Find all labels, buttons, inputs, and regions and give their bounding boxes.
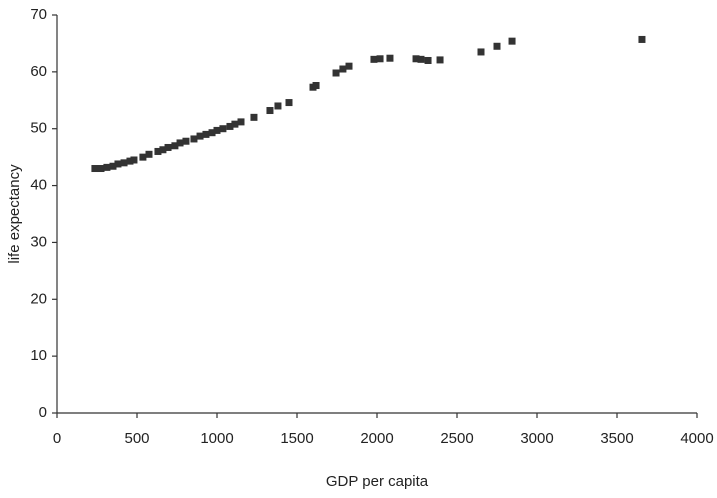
point — [202, 130, 210, 138]
point — [171, 142, 179, 150]
y-tick-label: 20 — [30, 290, 47, 307]
point — [231, 120, 239, 128]
point — [130, 156, 138, 164]
x-axis-label: GDP per capita — [326, 473, 429, 490]
x-tick-label: 1000 — [200, 430, 233, 447]
point — [219, 125, 227, 133]
point — [274, 102, 282, 110]
point — [285, 99, 293, 107]
point — [332, 69, 340, 77]
point — [508, 37, 516, 45]
point — [312, 82, 320, 90]
x-tick-label: 4000 — [680, 430, 713, 447]
point — [139, 153, 147, 161]
x-tick-label: 3500 — [600, 430, 633, 447]
point — [250, 113, 258, 121]
x-tick-label: 0 — [53, 430, 61, 447]
point — [196, 132, 204, 140]
point — [190, 135, 198, 143]
point — [208, 129, 216, 137]
y-tick-label: 0 — [39, 404, 47, 421]
point — [417, 55, 425, 63]
point — [436, 56, 444, 64]
point — [213, 126, 221, 134]
y-tick-label: 70 — [30, 6, 47, 23]
point — [477, 48, 485, 56]
point — [376, 55, 384, 63]
y-tick-label: 40 — [30, 177, 47, 194]
y-tick-label: 60 — [30, 63, 47, 80]
y-tick-label: 10 — [30, 347, 47, 364]
point — [159, 146, 167, 154]
x-tick-label: 3000 — [520, 430, 553, 447]
x-tick-label: 2000 — [360, 430, 393, 447]
point — [114, 160, 122, 168]
point — [126, 157, 134, 165]
point — [145, 150, 153, 158]
y-tick-label: 50 — [30, 120, 47, 137]
point — [237, 118, 245, 126]
point — [339, 65, 347, 73]
point — [109, 162, 117, 170]
y-axis-label: life expectancy — [6, 164, 23, 264]
x-tick-label: 500 — [124, 430, 149, 447]
point — [91, 165, 99, 173]
x-tick-label: 1500 — [280, 430, 313, 447]
point — [103, 163, 111, 171]
point — [164, 143, 172, 151]
y-tick-label: 30 — [30, 233, 47, 250]
point — [638, 35, 646, 43]
point — [226, 122, 234, 130]
point — [412, 55, 420, 63]
point — [345, 62, 353, 70]
point — [266, 107, 274, 115]
point — [182, 137, 190, 145]
point — [370, 55, 378, 63]
x-tick-label: 2500 — [440, 430, 473, 447]
point — [176, 139, 184, 147]
point — [424, 56, 432, 64]
point — [386, 54, 394, 62]
point — [493, 42, 501, 50]
point — [120, 159, 128, 167]
point — [97, 165, 105, 173]
point — [154, 147, 162, 155]
